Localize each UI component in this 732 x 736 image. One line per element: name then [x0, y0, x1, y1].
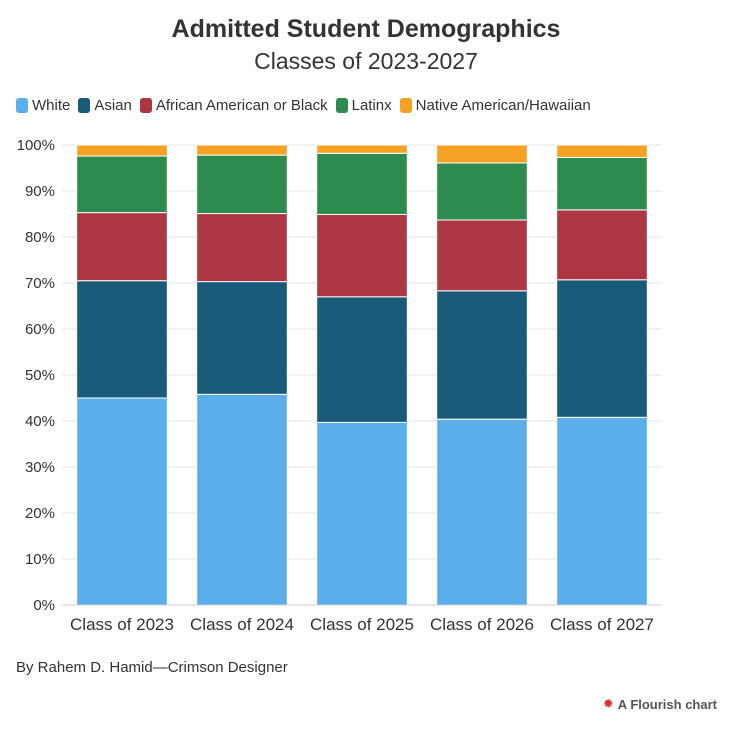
y-tick-label: 40% — [25, 413, 55, 430]
y-tick-label: 70% — [25, 275, 55, 292]
bar-segment[interactable] — [316, 152, 408, 215]
bar-segment[interactable] — [76, 144, 168, 157]
legend-swatch — [335, 98, 348, 113]
bar-segment[interactable] — [556, 279, 648, 418]
bar-segment[interactable] — [436, 290, 528, 420]
bar-segment[interactable] — [316, 213, 408, 298]
legend-label: White — [32, 97, 71, 114]
flourish-logo-icon: ✹ — [602, 696, 614, 711]
bar-segment[interactable] — [76, 397, 168, 606]
x-tick-label: Class of 2026 — [430, 615, 534, 634]
y-tick-label: 100% — [17, 137, 55, 154]
x-tick-label: Class of 2027 — [550, 615, 654, 634]
bar-segment[interactable] — [76, 212, 168, 282]
legend-swatch — [78, 98, 91, 113]
x-tick-label: Class of 2025 — [310, 615, 414, 634]
legend-item[interactable]: Latinx — [335, 97, 392, 114]
legend-swatch — [139, 98, 152, 113]
bar-segment[interactable] — [76, 280, 168, 399]
bar-segment[interactable] — [196, 393, 288, 606]
legend-item[interactable]: Asian — [78, 97, 132, 114]
legend-label: Asian — [94, 97, 132, 114]
bar-segment[interactable] — [556, 416, 648, 606]
y-tick-label: 10% — [25, 551, 55, 568]
y-tick-label: 60% — [25, 321, 55, 338]
y-tick-label: 0% — [33, 597, 55, 614]
bar-segment[interactable] — [196, 154, 288, 215]
stacked-bar-chart: 0% 10% 20% 30% 40% 50% 60% 70% 80% 90% 100% Class o… — [17, 137, 662, 634]
bar-segment[interactable] — [76, 155, 168, 214]
y-tick-label: 50% — [25, 367, 55, 384]
legend-item[interactable]: Native American/Hawaiian — [399, 97, 591, 114]
chart-subtitle: Classes of 2023-2027 — [254, 48, 478, 74]
chart-title: Admitted Student Demographics — [171, 15, 561, 43]
legend-label: African American or Black — [155, 97, 328, 114]
bar-segment[interactable] — [556, 156, 648, 211]
y-tick-label: 30% — [25, 459, 55, 476]
x-tick-label: Class of 2024 — [190, 615, 294, 634]
legend-item[interactable]: White — [16, 97, 70, 114]
bar-segment[interactable] — [436, 418, 528, 606]
bar-segment[interactable] — [556, 144, 648, 158]
bar-segment[interactable] — [316, 296, 408, 423]
bar-segment[interactable] — [196, 213, 288, 283]
flourish-attribution[interactable]: ✹ A Flourish chart — [603, 696, 717, 712]
credit-text: By Rahem D. Hamid—Crimson Designer — [16, 659, 288, 676]
chart-legend: White Asian African American or Black Latin… — [16, 97, 599, 114]
legend-item[interactable]: African American or Black — [139, 97, 328, 114]
bar-segment[interactable] — [316, 421, 408, 606]
bar-segment[interactable] — [316, 144, 408, 154]
bar-segment[interactable] — [436, 144, 528, 164]
y-tick-label: 20% — [25, 505, 55, 522]
legend-label: Native American/Hawaiian — [415, 97, 591, 114]
y-tick-label: 80% — [25, 229, 55, 246]
bar-segment[interactable] — [196, 281, 288, 395]
bar-segment[interactable] — [196, 144, 288, 156]
legend-swatch — [399, 98, 412, 113]
legend-label: Latinx — [351, 97, 392, 114]
bar-segment[interactable] — [436, 219, 528, 292]
y-tick-label: 90% — [25, 183, 55, 200]
flourish-attribution-text: A Flourish chart — [617, 696, 717, 712]
legend-swatch — [16, 98, 28, 113]
bar-segment[interactable] — [556, 209, 648, 281]
x-tick-label: Class of 2023 — [70, 615, 174, 634]
bar-segment[interactable] — [436, 162, 528, 221]
